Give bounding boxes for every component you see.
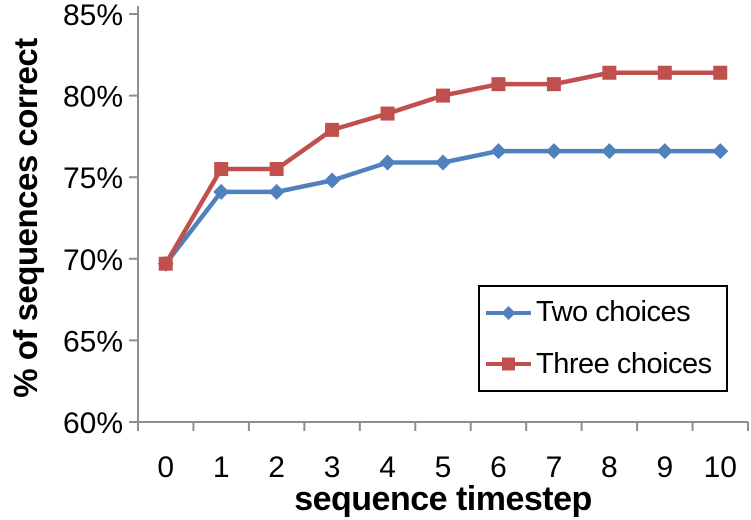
marker-two-choices xyxy=(545,143,562,160)
marker-three-choices xyxy=(158,256,173,271)
marker-two-choices xyxy=(213,183,230,200)
marker-two-choices xyxy=(712,143,729,160)
legend-item-two-choices: Two choices xyxy=(485,296,726,329)
x-tick-label: 4 xyxy=(379,451,396,484)
y-tick-label: 75% xyxy=(63,162,123,195)
legend-label-three-choices: Three choices xyxy=(536,347,712,380)
marker-three-choices xyxy=(214,162,229,177)
x-tick-label: 6 xyxy=(490,451,507,484)
marker-two-choices xyxy=(656,143,673,160)
legend: Two choices Three choices xyxy=(478,285,728,392)
y-tick-label: 80% xyxy=(63,81,123,114)
x-tick-label: 2 xyxy=(268,451,285,484)
marker-three-choices xyxy=(713,65,728,80)
x-tick-label: 8 xyxy=(601,451,618,484)
marker-three-choices xyxy=(491,77,506,92)
x-tick-label: 9 xyxy=(656,451,673,484)
marker-two-choices xyxy=(268,183,285,200)
marker-three-choices xyxy=(602,65,617,80)
x-tick-label: 3 xyxy=(324,451,341,484)
marker-two-choices xyxy=(601,143,618,160)
y-tick-label: 65% xyxy=(63,325,123,358)
marker-three-choices xyxy=(657,65,672,80)
marker-three-choices xyxy=(269,162,284,177)
marker-three-choices xyxy=(436,88,450,103)
legend-item-three-choices: Three choices xyxy=(485,348,726,381)
marker-two-choices xyxy=(379,154,396,171)
legend-label-two-choices: Two choices xyxy=(536,296,691,329)
x-tick-label: 7 xyxy=(546,451,563,484)
x-axis-title: sequence timestep xyxy=(294,480,592,518)
y-tick-label: 60% xyxy=(63,407,123,440)
marker-two-choices xyxy=(324,172,341,189)
marker-three-choices xyxy=(325,122,340,137)
marker-three-choices xyxy=(546,77,561,92)
two-choices-line-diamond-icon xyxy=(486,305,531,320)
marker-two-choices xyxy=(490,143,507,160)
x-tick-label: 10 xyxy=(704,451,737,484)
x-tick-label: 5 xyxy=(435,451,452,484)
three-choices-line-square-icon xyxy=(486,357,531,371)
marker-two-choices xyxy=(435,154,451,171)
x-tick-label: 1 xyxy=(213,451,230,484)
x-tick-label: 0 xyxy=(157,451,174,484)
marker-three-choices xyxy=(380,106,395,121)
y-axis-title: % of sequences correct xyxy=(7,38,44,398)
y-tick-label: 70% xyxy=(63,244,123,277)
y-tick-label: 85% xyxy=(63,0,123,32)
